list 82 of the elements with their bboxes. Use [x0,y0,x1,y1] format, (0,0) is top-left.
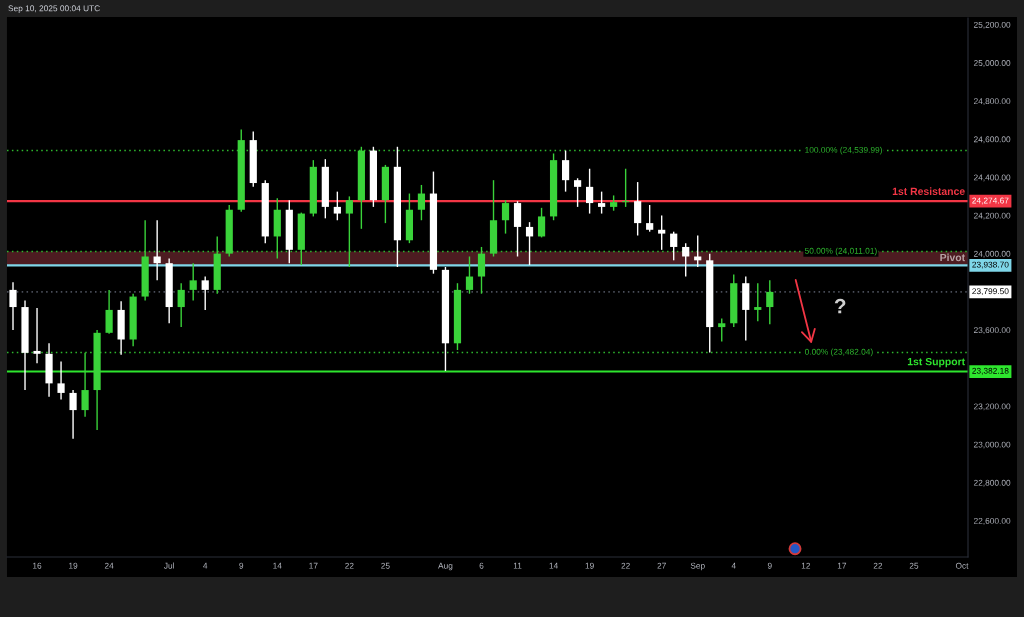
x-tick-label: 12 [801,562,811,569]
candlestick [417,184,426,221]
candlestick [501,199,510,235]
y-tick-label: 22,600.00 [973,517,1011,525]
candlestick [766,279,774,325]
x-tick-label: 9 [767,562,772,569]
candlestick [682,242,690,278]
candlestick [573,177,582,208]
candlestick [189,262,197,302]
x-tick-label: 4 [203,562,208,569]
candlestick [477,246,486,295]
x-tick-label: 17 [837,562,847,569]
annotation: 23,799.50 [972,288,1009,296]
candlestick [586,168,594,215]
chart-title: Sep 10, 2025 00:04 UTC [8,5,100,13]
x-tick-label: 6 [479,562,484,569]
candlestick [201,275,209,311]
candlestick [598,190,606,215]
x-tick-label: 16 [33,562,42,569]
candlestick [177,282,185,328]
candlestick [525,221,534,266]
candlestick [561,149,570,193]
y-tick-label: 24,200.00 [973,212,1011,220]
candlestick [646,204,654,233]
y-tick-label: 22,800.00 [973,479,1011,487]
candlestick [333,190,341,221]
x-tick-label: 25 [381,562,390,569]
x-tick-label: Oct [955,562,969,569]
candlestick [513,200,522,258]
annotation: 23,938.70 [972,261,1009,269]
y-tick-label: 24,000.00 [973,250,1011,258]
ref-line-label: 50.00% (24,011.01) [804,247,877,256]
y-tick-label: 24,400.00 [973,174,1011,182]
y-tick-label: 23,600.00 [973,327,1011,335]
ref-line-label: 1st Support [907,357,965,368]
candlestick [69,389,77,440]
x-tick-label: 27 [657,562,666,569]
x-tick-label: 9 [239,562,244,569]
annotation: 23,382.18 [972,367,1009,375]
x-tick-label: 17 [309,562,318,569]
candlestick [634,181,642,237]
y-tick-label: 24,800.00 [973,98,1011,106]
x-tick-label: Jul [163,562,174,569]
candlestick [465,255,474,295]
ref-line-label: 1st Resistance [892,187,965,195]
candlestick [537,207,546,239]
annotation: 24,274.67 [972,197,1009,205]
candlestick [754,282,762,323]
x-tick-label: 22 [873,562,883,569]
y-tick-label: 25,000.00 [973,60,1011,67]
x-tick-label: Sep [690,562,705,571]
candlestick [105,289,113,335]
candlestick [658,214,666,251]
annotation: ? [834,298,846,314]
y-tick-label: 24,600.00 [973,136,1011,144]
candlestick [622,168,630,208]
candlestick [33,307,41,365]
x-tick-label: Aug [438,562,453,571]
x-tick-label: 14 [273,562,282,569]
candlestick [694,234,702,268]
x-tick-label: 19 [585,562,594,569]
candlestick [57,360,65,401]
candlestick [670,230,678,262]
candlestick [153,219,161,282]
x-tick-label: 24 [104,562,114,569]
y-tick-label: 23,200.00 [973,403,1011,411]
x-tick-label: 14 [549,562,558,569]
candlestick [718,317,726,343]
x-tick-label: 19 [69,562,78,569]
ref-line-label: 0.00% (23,482.04) [804,348,873,357]
x-tick-label: 11 [513,562,522,569]
x-tick-label: 22 [345,562,354,569]
y-tick-label: 25,200.00 [973,21,1011,29]
band-label: Pivot [940,253,965,262]
x-tick-label: 25 [909,562,919,569]
y-tick-label: 23,000.00 [973,441,1011,449]
candlestick [9,281,17,331]
x-tick-label: 4 [731,562,736,569]
candlestick [345,195,353,268]
candlestick [81,352,89,418]
x-tick-label: 22 [621,562,630,569]
ref-line-label: 100.00% (24,539.99) [805,146,882,155]
